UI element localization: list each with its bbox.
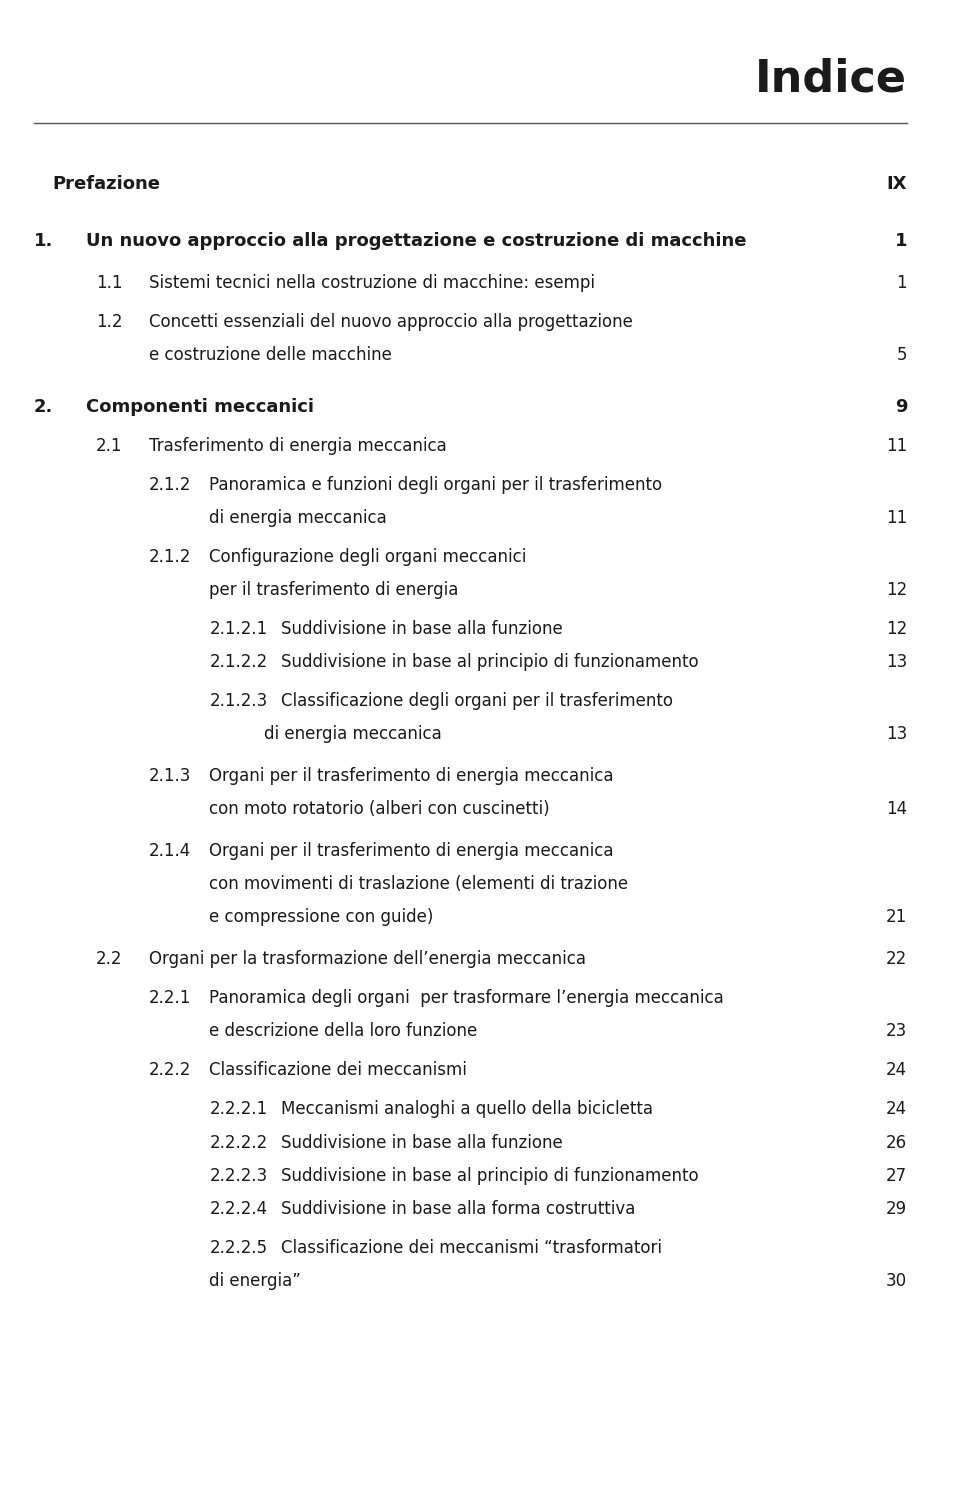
Text: 2.2.2.5: 2.2.2.5	[209, 1239, 268, 1257]
Text: Organi per la trasformazione dell’energia meccanica: Organi per la trasformazione dell’energi…	[149, 951, 586, 969]
Text: Suddivisione in base al principio di funzionamento: Suddivisione in base al principio di fun…	[281, 653, 699, 671]
Text: Indice: Indice	[756, 57, 907, 101]
Text: Configurazione degli organi meccanici: Configurazione degli organi meccanici	[209, 548, 527, 566]
Text: 24: 24	[886, 1062, 907, 1080]
Text: 23: 23	[886, 1023, 907, 1041]
Text: 12: 12	[886, 581, 907, 599]
Text: IX: IX	[887, 176, 907, 194]
Text: Panoramica e funzioni degli organi per il trasferimento: Panoramica e funzioni degli organi per i…	[209, 476, 662, 494]
Text: 1.1: 1.1	[96, 275, 123, 293]
Text: Prefazione: Prefazione	[53, 176, 161, 194]
Text: 13: 13	[886, 725, 907, 743]
Text: Organi per il trasferimento di energia meccanica: Organi per il trasferimento di energia m…	[209, 843, 613, 861]
Text: 27: 27	[886, 1167, 907, 1185]
Text: di energia meccanica: di energia meccanica	[209, 509, 387, 527]
Text: con moto rotatorio (alberi con cuscinetti): con moto rotatorio (alberi con cuscinett…	[209, 801, 550, 819]
Text: Sistemi tecnici nella costruzione di macchine: esempi: Sistemi tecnici nella costruzione di mac…	[149, 275, 595, 293]
Text: 1: 1	[895, 233, 907, 251]
Text: Un nuovo approccio alla progettazione e costruzione di macchine: Un nuovo approccio alla progettazione e …	[86, 233, 747, 251]
Text: per il trasferimento di energia: per il trasferimento di energia	[209, 581, 459, 599]
Text: 2.1.3: 2.1.3	[149, 768, 191, 786]
Text: 11: 11	[886, 437, 907, 455]
Text: 2.1.2.2: 2.1.2.2	[209, 653, 268, 671]
Text: 21: 21	[886, 909, 907, 927]
Text: 12: 12	[886, 620, 907, 638]
Text: Organi per il trasferimento di energia meccanica: Organi per il trasferimento di energia m…	[209, 768, 613, 786]
Text: Meccanismi analoghi a quello della bicicletta: Meccanismi analoghi a quello della bicic…	[281, 1101, 653, 1119]
Text: 2.2.2: 2.2.2	[149, 1062, 191, 1080]
Text: 2.1: 2.1	[96, 437, 123, 455]
Text: 2.1.2: 2.1.2	[149, 548, 191, 566]
Text: 2.1.2.3: 2.1.2.3	[209, 692, 268, 710]
Text: 22: 22	[886, 951, 907, 969]
Text: Suddivisione in base alla forma costruttiva: Suddivisione in base alla forma costrutt…	[281, 1200, 636, 1218]
Text: Classificazione degli organi per il trasferimento: Classificazione degli organi per il tras…	[281, 692, 673, 710]
Text: 26: 26	[886, 1134, 907, 1152]
Text: con movimenti di traslazione (elementi di trazione: con movimenti di traslazione (elementi d…	[209, 876, 629, 894]
Text: 29: 29	[886, 1200, 907, 1218]
Text: Suddivisione in base alla funzione: Suddivisione in base alla funzione	[281, 620, 563, 638]
Text: Classificazione dei meccanismi: Classificazione dei meccanismi	[209, 1062, 468, 1080]
Text: 2.2.2.3: 2.2.2.3	[209, 1167, 268, 1185]
Text: 2.1.4: 2.1.4	[149, 843, 191, 861]
Text: 2.2.2.2: 2.2.2.2	[209, 1134, 268, 1152]
Text: Trasferimento di energia meccanica: Trasferimento di energia meccanica	[149, 437, 446, 455]
Text: 2.1.2: 2.1.2	[149, 476, 191, 494]
Text: di energia”: di energia”	[209, 1272, 301, 1290]
Text: 2.: 2.	[34, 398, 53, 416]
Text: 2.2.2.4: 2.2.2.4	[209, 1200, 268, 1218]
Text: 1.: 1.	[34, 233, 53, 251]
Text: di energia meccanica: di energia meccanica	[264, 725, 442, 743]
Text: 2.2.2.1: 2.2.2.1	[209, 1101, 268, 1119]
Text: Componenti meccanici: Componenti meccanici	[86, 398, 314, 416]
Text: 2.2.1: 2.2.1	[149, 990, 191, 1008]
Text: 2.1.2.1: 2.1.2.1	[209, 620, 268, 638]
Text: Classificazione dei meccanismi “trasformatori: Classificazione dei meccanismi “trasform…	[281, 1239, 662, 1257]
Text: Suddivisione in base alla funzione: Suddivisione in base alla funzione	[281, 1134, 563, 1152]
Text: 1.2: 1.2	[96, 314, 123, 332]
Text: 24: 24	[886, 1101, 907, 1119]
Text: e costruzione delle macchine: e costruzione delle macchine	[149, 347, 392, 365]
Text: Panoramica degli organi  per trasformare l’energia meccanica: Panoramica degli organi per trasformare …	[209, 990, 724, 1008]
Text: Concetti essenziali del nuovo approccio alla progettazione: Concetti essenziali del nuovo approccio …	[149, 314, 633, 332]
Text: 5: 5	[897, 347, 907, 365]
Text: 1: 1	[897, 275, 907, 293]
Text: 30: 30	[886, 1272, 907, 1290]
Text: 9: 9	[895, 398, 907, 416]
Text: 11: 11	[886, 509, 907, 527]
Text: 13: 13	[886, 653, 907, 671]
Text: e compressione con guide): e compressione con guide)	[209, 909, 434, 927]
Text: 14: 14	[886, 801, 907, 819]
Text: 2.2: 2.2	[96, 951, 123, 969]
Text: Suddivisione in base al principio di funzionamento: Suddivisione in base al principio di fun…	[281, 1167, 699, 1185]
Text: e descrizione della loro funzione: e descrizione della loro funzione	[209, 1023, 477, 1041]
